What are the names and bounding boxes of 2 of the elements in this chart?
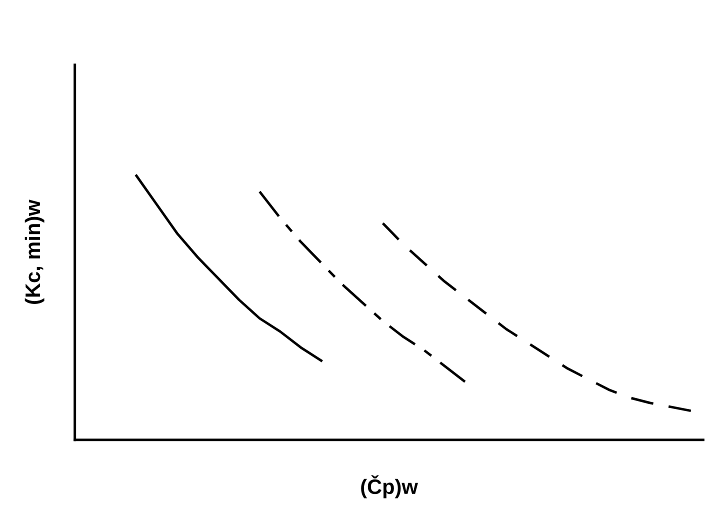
x-axis-title: (Čp)w xyxy=(361,475,418,498)
y-axis-title: (Kc, min)w xyxy=(24,200,44,304)
